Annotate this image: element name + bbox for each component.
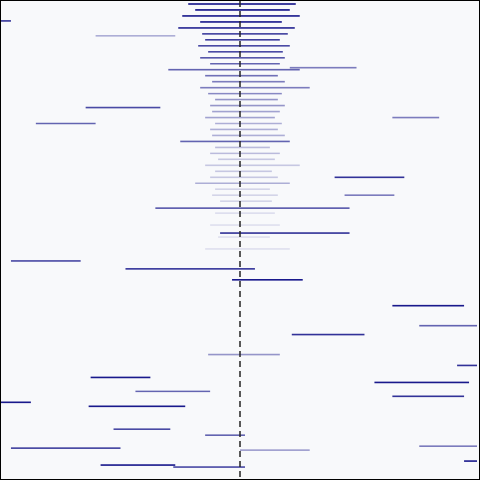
page: (() => { const data = JSON.parse(documen… (0, 0, 480, 480)
plot-frame (0, 0, 480, 480)
chart (0, 0, 480, 480)
